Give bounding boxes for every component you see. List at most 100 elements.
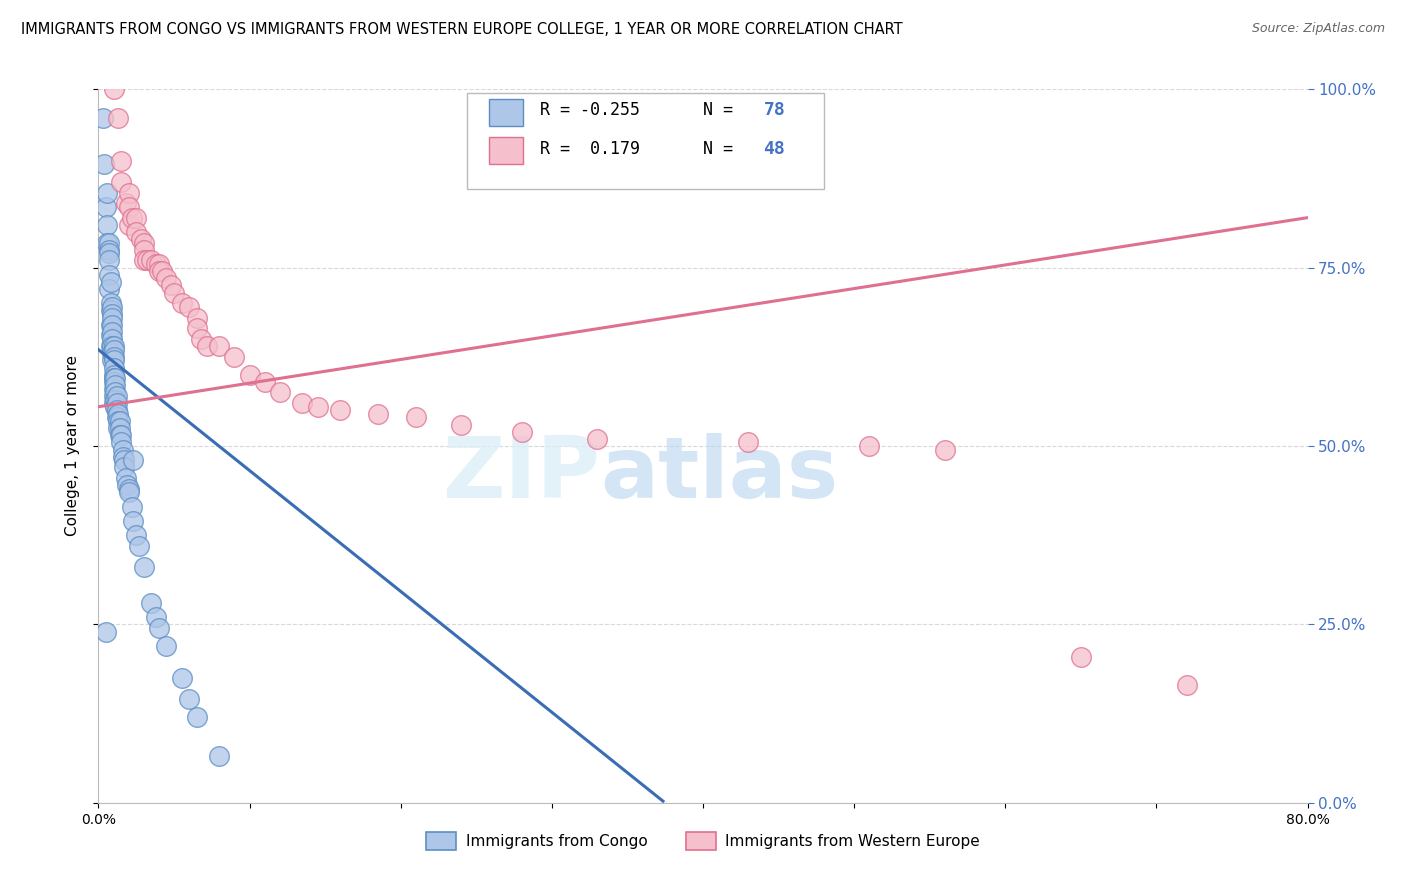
Text: N =: N = xyxy=(703,140,733,158)
Point xyxy=(104,392,127,407)
Point xyxy=(110,435,132,450)
Point xyxy=(100,296,122,310)
Point xyxy=(112,460,135,475)
Text: 48: 48 xyxy=(763,140,785,158)
Point xyxy=(100,275,122,289)
Point xyxy=(586,432,609,446)
Point xyxy=(98,268,121,282)
Point xyxy=(104,371,127,385)
Point xyxy=(100,339,122,353)
Point xyxy=(103,382,125,396)
Point xyxy=(100,318,122,332)
Text: N =: N = xyxy=(703,102,733,120)
Point xyxy=(118,186,141,200)
Point xyxy=(132,243,155,257)
Text: ZIP: ZIP xyxy=(443,433,600,516)
Point xyxy=(101,346,124,360)
Point xyxy=(118,485,141,500)
Point xyxy=(155,639,177,653)
Point xyxy=(170,671,193,685)
Point xyxy=(118,218,141,232)
Point xyxy=(135,253,157,268)
Point xyxy=(98,243,121,257)
Point xyxy=(103,375,125,389)
Point xyxy=(1070,649,1092,664)
Point xyxy=(367,407,389,421)
Point xyxy=(163,285,186,300)
Point xyxy=(103,82,125,96)
Point xyxy=(141,596,163,610)
Point xyxy=(105,389,128,403)
Point xyxy=(98,246,121,260)
Point xyxy=(104,400,127,414)
Point xyxy=(108,428,131,442)
Point xyxy=(108,414,131,428)
Point xyxy=(101,339,124,353)
Point xyxy=(103,396,125,410)
Text: 78: 78 xyxy=(763,102,785,120)
FancyBboxPatch shape xyxy=(489,137,523,164)
Point xyxy=(111,442,134,457)
Point xyxy=(208,339,231,353)
Point xyxy=(118,482,141,496)
Point xyxy=(110,153,132,168)
Point xyxy=(98,235,121,250)
Point xyxy=(101,353,124,368)
Legend: Immigrants from Congo, Immigrants from Western Europe: Immigrants from Congo, Immigrants from W… xyxy=(420,826,986,855)
Point xyxy=(107,111,129,125)
Point xyxy=(111,450,134,464)
Point xyxy=(101,318,124,332)
Point xyxy=(103,389,125,403)
Point xyxy=(148,264,170,278)
Point xyxy=(291,396,314,410)
Point xyxy=(101,300,124,314)
Point xyxy=(112,453,135,467)
Point xyxy=(121,211,143,225)
Point xyxy=(125,211,148,225)
FancyBboxPatch shape xyxy=(467,93,824,189)
Point xyxy=(186,321,208,335)
Point xyxy=(737,435,759,450)
Point xyxy=(510,425,533,439)
Point xyxy=(94,624,117,639)
Point xyxy=(132,235,155,250)
Point xyxy=(934,442,956,457)
Point xyxy=(105,403,128,417)
Point xyxy=(148,621,170,635)
Point xyxy=(122,514,145,528)
Text: Source: ZipAtlas.com: Source: ZipAtlas.com xyxy=(1251,22,1385,36)
Point xyxy=(179,300,201,314)
Point xyxy=(94,200,117,214)
Point xyxy=(103,368,125,382)
Point xyxy=(110,428,132,442)
Point xyxy=(104,385,127,400)
Point xyxy=(100,303,122,318)
Point xyxy=(91,111,114,125)
Point xyxy=(405,410,427,425)
Text: R =  0.179: R = 0.179 xyxy=(540,140,640,158)
Text: IMMIGRANTS FROM CONGO VS IMMIGRANTS FROM WESTERN EUROPE COLLEGE, 1 YEAR OR MORE : IMMIGRANTS FROM CONGO VS IMMIGRANTS FROM… xyxy=(21,22,903,37)
Text: R = -0.255: R = -0.255 xyxy=(540,102,640,120)
Point xyxy=(104,378,127,392)
Text: atlas: atlas xyxy=(600,433,838,516)
Point xyxy=(114,471,136,485)
Point xyxy=(100,328,122,343)
Point xyxy=(132,253,155,268)
Point xyxy=(98,253,121,268)
Point xyxy=(224,350,246,364)
Point xyxy=(170,296,193,310)
Point xyxy=(450,417,472,432)
Point xyxy=(114,196,136,211)
Point xyxy=(93,157,115,171)
Point xyxy=(1175,678,1198,692)
Point xyxy=(150,264,173,278)
Point xyxy=(195,339,218,353)
Point xyxy=(329,403,352,417)
Point xyxy=(125,225,148,239)
Point xyxy=(121,500,143,514)
Point xyxy=(179,692,201,706)
Point xyxy=(105,410,128,425)
Point xyxy=(190,332,212,346)
Y-axis label: College, 1 year or more: College, 1 year or more xyxy=(65,356,80,536)
Point xyxy=(115,478,138,492)
